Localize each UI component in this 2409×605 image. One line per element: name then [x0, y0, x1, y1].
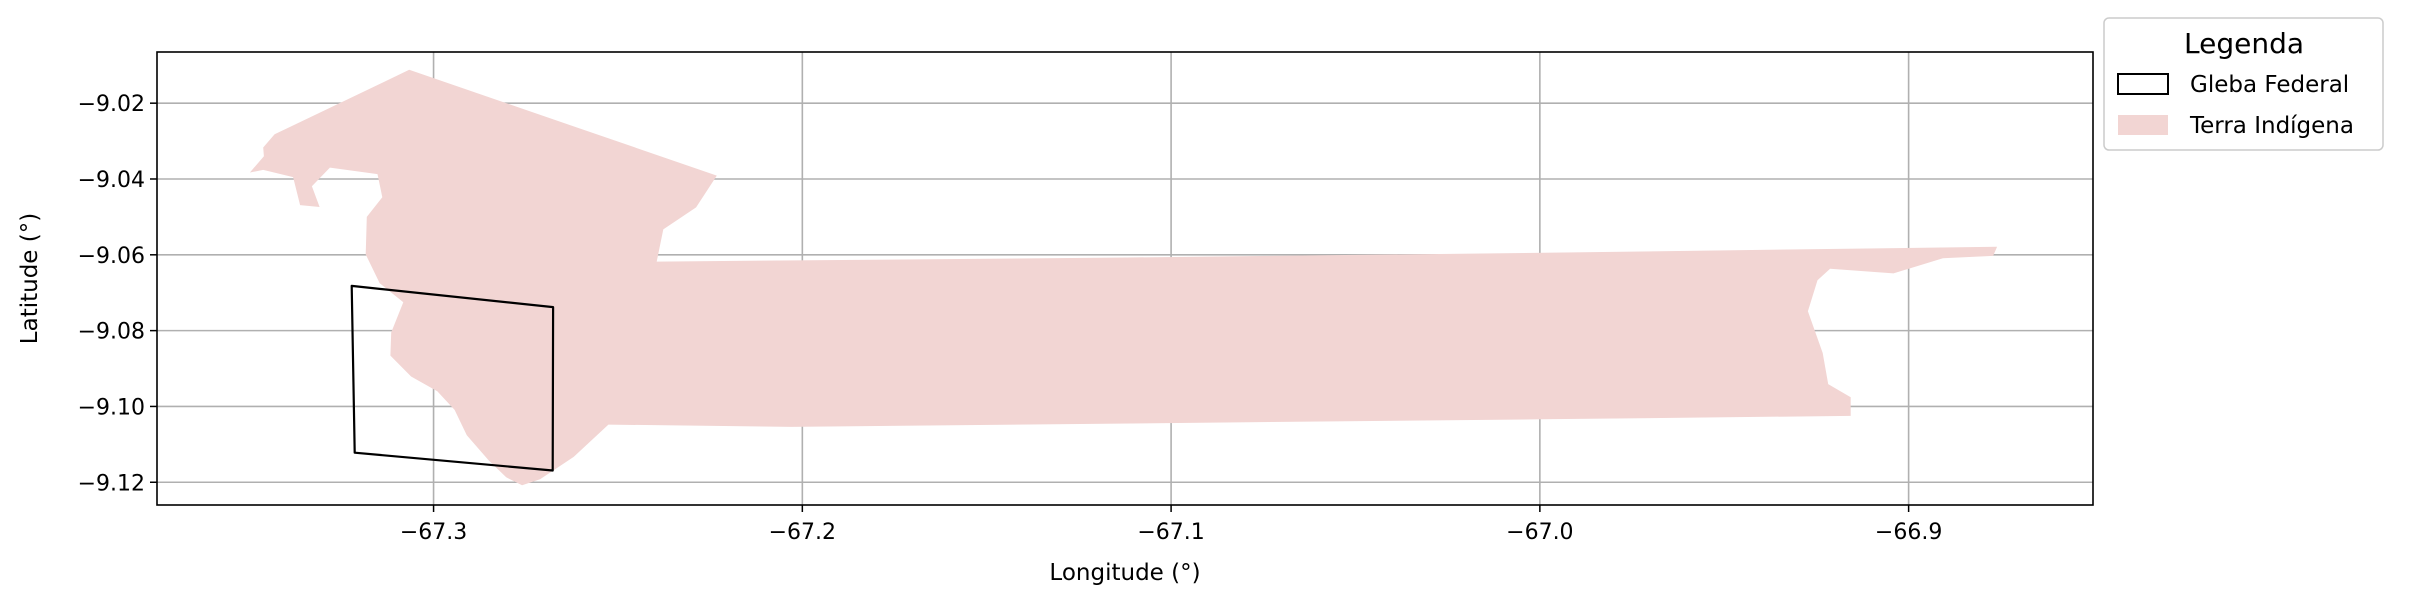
legend-frame — [2103, 17, 2384, 151]
y-tick-label-1: −9.04 — [78, 168, 145, 193]
x-tick-label-2: −67.1 — [1137, 520, 1204, 545]
map-layers — [249, 69, 1998, 486]
legend-label-gleba-federal: Gleba Federal — [2190, 72, 2349, 98]
polygon-gleba-federal — [350, 284, 555, 472]
legend-swatch-gleba-federal — [2117, 73, 2169, 95]
x-tick-label-0: −67.3 — [400, 520, 467, 545]
y-tick-label-3: −9.08 — [78, 320, 145, 345]
plot-frame — [156, 51, 2094, 506]
legend-title: Legenda — [2184, 27, 2304, 60]
y-tick-label-5: −9.12 — [78, 471, 145, 496]
x-axis-label: Longitude (°) — [1049, 560, 1200, 586]
x-tick-label-4: −66.9 — [1875, 520, 1942, 545]
y-axis-label: Latitude (°) — [17, 213, 43, 344]
y-tick-label-2: −9.06 — [78, 244, 145, 269]
axis-ticks: −67.3 −67.2 −67.1 −67.0 −66.9 −9.02 −9.04 −9.06… — [78, 92, 1943, 545]
polygon-terra-indigena — [249, 69, 1998, 486]
legend-swatch-terra-indigena — [2118, 115, 2168, 135]
x-tick-label-1: −67.2 — [769, 520, 836, 545]
legend: Legenda Gleba Federal Terra Indígena — [2103, 17, 2384, 151]
y-tick-label-0: −9.02 — [78, 92, 145, 117]
x-tick-label-3: −67.0 — [1506, 520, 1573, 545]
legend-label-terra-indigena: Terra Indígena — [2189, 113, 2354, 139]
y-tick-label-4: −9.10 — [78, 395, 145, 420]
